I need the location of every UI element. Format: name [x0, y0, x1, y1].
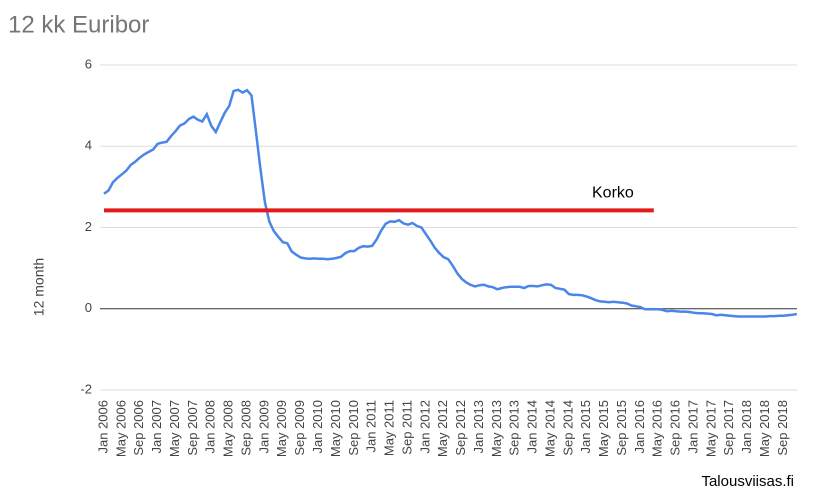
x-tick-label: Jan 2014	[525, 400, 540, 454]
x-tick-label: Sep 2017	[721, 400, 736, 456]
x-tick-label: Sep 2007	[185, 400, 200, 456]
data-line	[103, 88, 798, 318]
x-tick-label: Sep 2012	[453, 400, 468, 456]
y-axis-label: 12 month	[31, 258, 47, 316]
x-tick-label: Sep 2016	[668, 400, 683, 456]
x-tick-label: Sep 2010	[346, 400, 361, 456]
x-tick-label: Jan 2017	[685, 400, 700, 454]
y-tick-label: -2	[80, 381, 92, 396]
x-tick-label: Jan 2011	[364, 400, 379, 453]
x-tick-label: Jan 2010	[310, 400, 325, 454]
x-tick-label: Sep 2013	[507, 400, 522, 456]
x-tick-label: May 2012	[435, 400, 450, 457]
y-tick-label: 2	[85, 219, 92, 234]
x-tick-label: Jan 2008	[203, 400, 218, 454]
x-tick-label: May 2010	[328, 400, 343, 457]
x-tick-label: Jan 2018	[739, 400, 754, 454]
x-tick-label: May 2011	[382, 400, 397, 456]
x-tick-label: May 2007	[167, 400, 182, 457]
x-tick-label: Jan 2009	[256, 400, 271, 454]
x-tick-label: Sep 2006	[131, 400, 146, 456]
x-tick-label: May 2014	[542, 400, 557, 457]
y-tick-label: 4	[85, 138, 92, 153]
x-tick-label: Sep 2011	[399, 400, 414, 455]
x-tick-label: Sep 2018	[775, 400, 790, 456]
y-tick-label: 0	[85, 300, 92, 315]
x-tick-label: May 2008	[221, 400, 236, 457]
x-tick-label: Sep 2008	[238, 400, 253, 456]
x-tick-label: May 2009	[274, 400, 289, 457]
x-tick-label: May 2017	[703, 400, 718, 457]
x-tick-label: Jan 2012	[417, 400, 432, 454]
x-tick-label: Sep 2009	[292, 400, 307, 456]
y-tick-label: 6	[85, 56, 92, 71]
x-tick-label: Jan 2007	[149, 400, 164, 454]
line-label: Korko	[592, 185, 634, 202]
x-tick-label: Jan 2006	[95, 400, 110, 454]
x-tick-label: Jan 2016	[632, 400, 647, 454]
x-tick-label: May 2006	[113, 400, 128, 457]
x-tick-label: Jan 2013	[471, 400, 486, 454]
x-tick-label: May 2015	[596, 400, 611, 457]
x-tick-label: May 2016	[650, 400, 665, 457]
x-tick-label: Sep 2014	[560, 400, 575, 456]
chart-title: 12 kk Euribor	[8, 11, 149, 38]
x-tick-label: May 2013	[489, 400, 504, 457]
x-tick-label: May 2018	[757, 400, 772, 457]
watermark: Talousviisas.fi	[701, 473, 794, 490]
x-tick-label: Sep 2015	[614, 400, 629, 456]
x-tick-label: Jan 2015	[578, 400, 593, 454]
